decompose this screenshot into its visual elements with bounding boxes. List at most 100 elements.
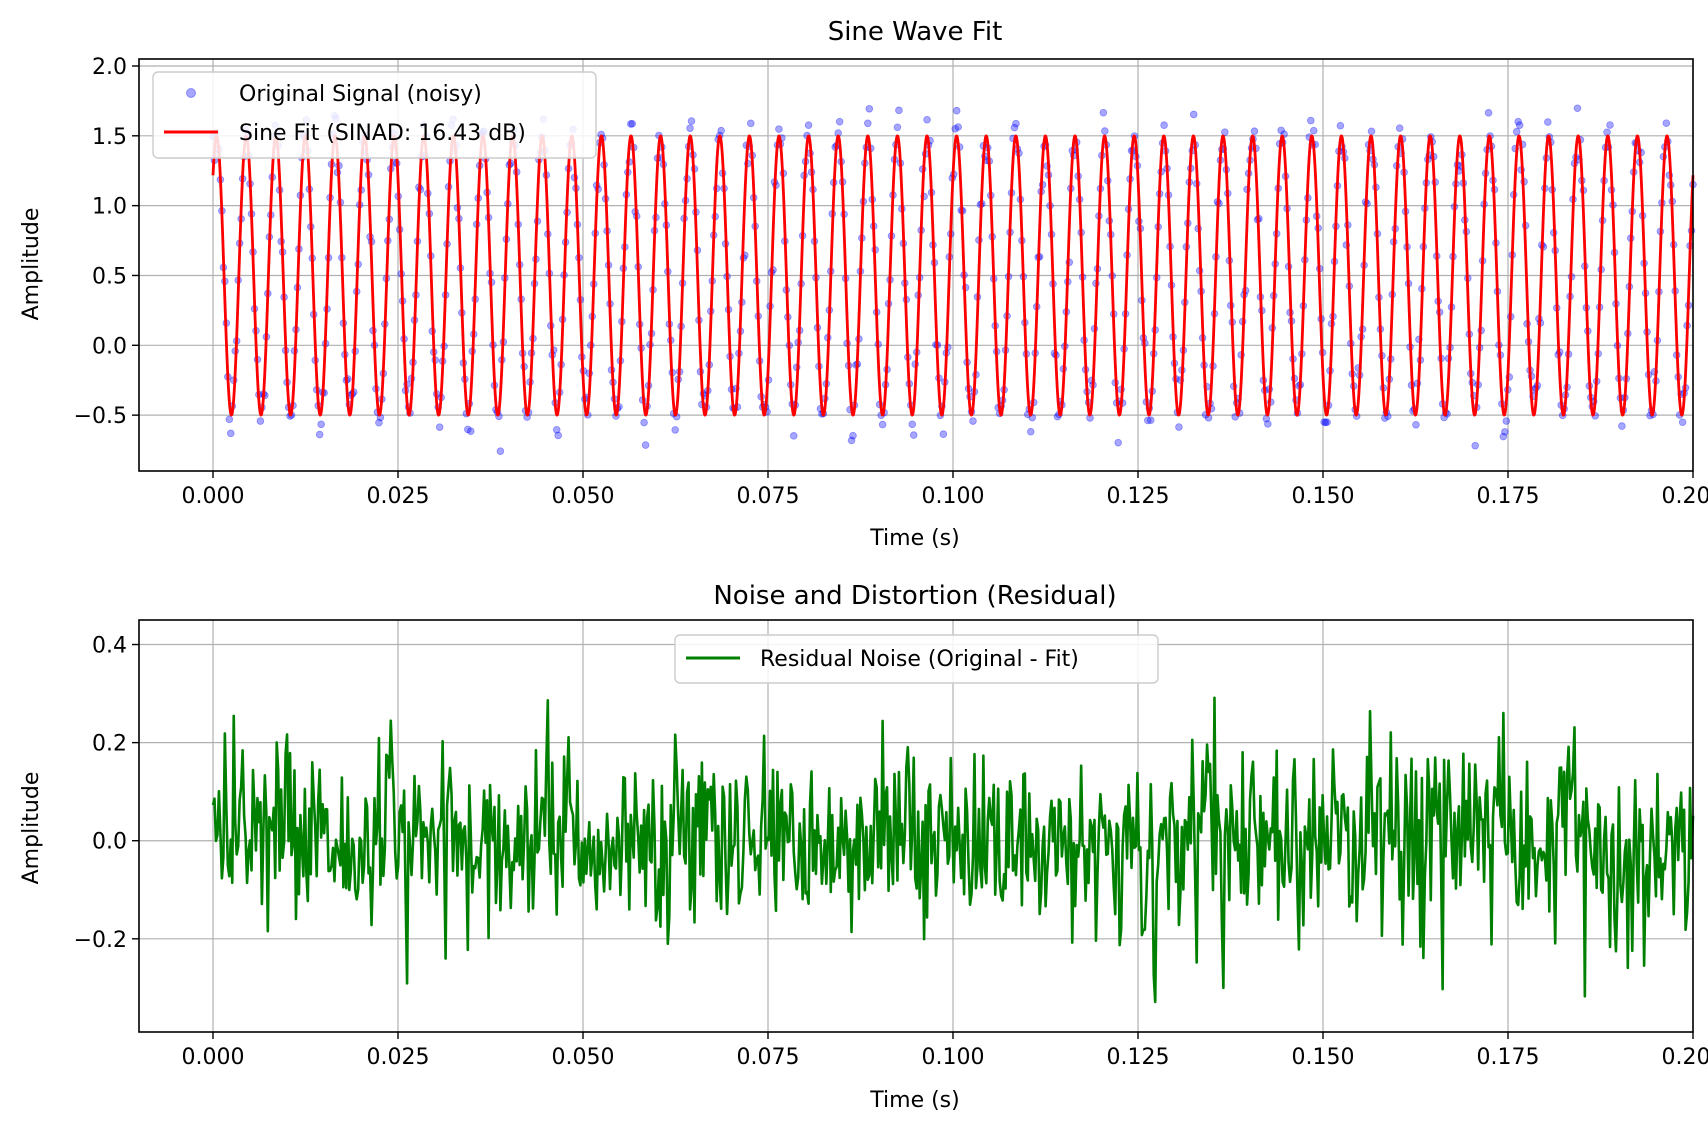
data-point	[315, 430, 324, 439]
x-tick-label: 0.075	[737, 1045, 800, 1070]
x-tick-label: 0.175	[1477, 484, 1540, 509]
data-point	[641, 441, 650, 449]
data-point	[1662, 119, 1671, 127]
data-point	[1471, 441, 1480, 450]
data-point	[1250, 127, 1259, 135]
data-point	[909, 431, 918, 439]
data-point	[1618, 422, 1626, 430]
y-tick-label: −0.5	[74, 404, 127, 429]
x-tick-label: 0.200	[1662, 1045, 1708, 1070]
data-point	[496, 447, 505, 455]
data-point	[1010, 123, 1019, 132]
data-point	[969, 417, 977, 425]
y-tick-label: 0.2	[92, 732, 127, 757]
data-point	[1514, 117, 1522, 126]
data-point	[1026, 427, 1035, 436]
data-point	[1277, 126, 1285, 135]
data-point	[317, 420, 325, 429]
data-point	[1175, 423, 1183, 431]
axis-ticks: 0.000 0.025 0.050 0.075 0.100 0.125 0.150 0.175…	[74, 634, 1708, 1070]
y-tick-label: 1.5	[92, 125, 127, 150]
data-point	[226, 429, 235, 438]
data-point	[804, 121, 813, 129]
data-point	[878, 420, 887, 429]
data-point	[628, 119, 637, 128]
x-tick-label: 0.150	[1292, 1045, 1355, 1070]
data-point	[717, 126, 725, 135]
y-tick-label: 0.5	[92, 264, 127, 289]
x-tick-label: 0.000	[182, 484, 245, 509]
legend: Original Signal (noisy) Sine Fit (SINAD:…	[152, 71, 597, 159]
data-point	[1395, 124, 1404, 132]
x-tick-label: 0.175	[1477, 1045, 1540, 1070]
data-point	[775, 125, 783, 133]
chart-noise-residual: Noise and Distortion (Residual) 0.000 0.0…	[19, 581, 1708, 1113]
data-point	[1146, 416, 1155, 425]
data-point	[1412, 420, 1420, 429]
data-point	[554, 431, 562, 440]
x-axis-label: Time (s)	[869, 526, 959, 551]
x-tick-label: 0.050	[552, 484, 615, 509]
data-point	[1323, 418, 1331, 426]
data-point	[1336, 121, 1345, 130]
y-tick-label: 1.0	[92, 195, 127, 220]
data-point	[1264, 420, 1272, 428]
data-point	[1501, 428, 1509, 436]
data-point	[1189, 110, 1198, 119]
data-point	[1499, 432, 1508, 441]
legend-label-sine-fit: Sine Fit (SINAD: 16.43 dB)	[239, 121, 526, 146]
data-point	[464, 425, 472, 434]
data-point	[626, 120, 635, 128]
y-tick-label: −0.2	[74, 928, 127, 953]
plot-area	[209, 104, 1697, 455]
data-point	[1221, 128, 1229, 136]
x-tick-label: 0.125	[1107, 484, 1170, 509]
data-point	[895, 106, 903, 115]
data-point	[671, 426, 680, 434]
x-tick-label: 0.125	[1107, 1045, 1170, 1070]
legend-box	[674, 634, 1159, 684]
data-point	[1012, 119, 1020, 128]
legend-box	[152, 71, 597, 159]
data-point	[687, 117, 696, 125]
x-tick-label: 0.000	[182, 1045, 245, 1070]
x-tick-label: 0.050	[552, 1045, 615, 1070]
data-point	[1321, 418, 1330, 427]
data-point	[640, 418, 648, 427]
data-point	[1512, 127, 1521, 136]
data-point	[686, 124, 694, 132]
data-point	[552, 425, 561, 434]
data-point	[1160, 121, 1168, 129]
data-point	[1502, 417, 1511, 425]
axis-ticks: 0.000 0.025 0.050 0.075 0.100 0.125 0.150 0.175…	[74, 55, 1708, 509]
plot-area	[211, 696, 1695, 1004]
data-point	[952, 106, 961, 115]
data-point	[1367, 127, 1376, 136]
data-point	[847, 436, 856, 445]
data-point	[1101, 127, 1109, 135]
x-axis-label: Time (s)	[869, 1088, 959, 1113]
data-point	[865, 105, 874, 113]
data-point	[1484, 109, 1493, 117]
y-tick-label: 0.0	[92, 830, 127, 855]
x-tick-label: 0.025	[367, 1045, 430, 1070]
series-residual-noise	[211, 696, 1695, 1004]
data-point	[1678, 418, 1687, 427]
chart-sine-wave-fit: Sine Wave Fit 0.000 0.025 0.050 0.075 0.100 0…	[19, 17, 1708, 551]
y-tick-label: 0.4	[92, 634, 127, 659]
chart-title: Noise and Distortion (Residual)	[713, 581, 1116, 611]
data-point	[466, 427, 475, 435]
data-point	[375, 418, 383, 427]
data-point	[951, 125, 960, 133]
x-tick-label: 0.150	[1292, 484, 1355, 509]
plot-frame	[138, 58, 1694, 472]
data-point	[1144, 416, 1152, 425]
x-tick-label: 0.100	[922, 484, 985, 509]
data-point	[939, 430, 948, 439]
x-tick-label: 0.200	[1662, 484, 1708, 509]
x-tick-label: 0.100	[922, 1045, 985, 1070]
data-point	[908, 420, 917, 429]
data-point	[954, 123, 962, 131]
